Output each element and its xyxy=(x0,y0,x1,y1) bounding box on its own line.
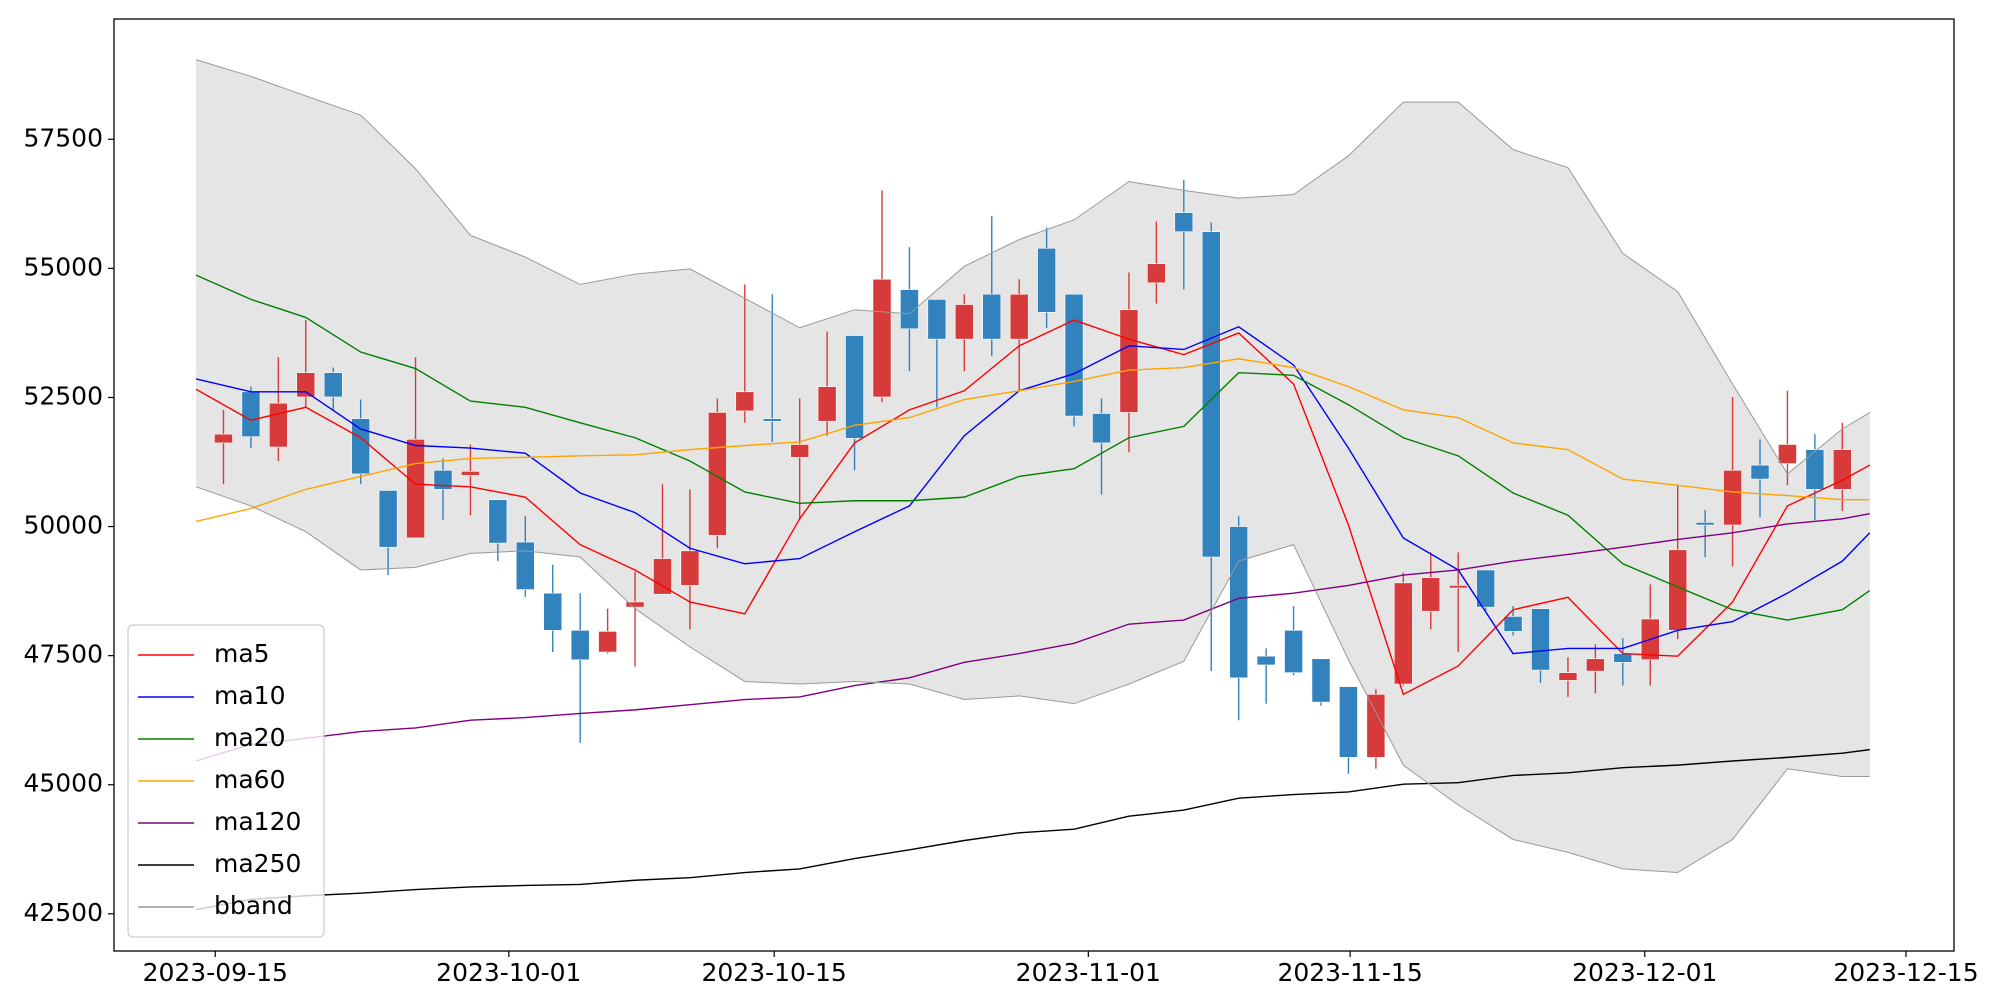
candle-body xyxy=(1147,263,1166,284)
candle-body xyxy=(296,372,316,398)
candle-body xyxy=(461,471,480,476)
ma-line xyxy=(195,274,1871,621)
ma-line xyxy=(195,319,1871,696)
candle-body xyxy=(1805,449,1825,490)
y-tick-label: 57500 xyxy=(23,123,103,152)
candle-body xyxy=(680,550,700,586)
candle-body xyxy=(378,490,398,548)
candle-body xyxy=(1064,293,1084,417)
candle-body xyxy=(1366,694,1386,758)
legend-label: ma60 xyxy=(214,765,285,794)
candle-body xyxy=(625,601,645,608)
legend-label: ma120 xyxy=(214,807,301,836)
candle-body xyxy=(790,444,810,458)
ma-line xyxy=(195,748,1870,911)
candle-body xyxy=(735,391,755,412)
candle-body xyxy=(1723,469,1742,526)
candle-body xyxy=(1832,449,1852,490)
candle-body xyxy=(1284,630,1303,673)
y-tick-label: 55000 xyxy=(23,252,103,281)
x-tick-label: 2023-10-01 xyxy=(436,958,581,987)
candle-body xyxy=(1531,608,1550,671)
candle-body xyxy=(1311,658,1331,703)
plot-area xyxy=(195,59,1871,911)
candle-body xyxy=(900,289,919,330)
candle-body xyxy=(1448,585,1468,589)
candle-body xyxy=(1558,672,1578,681)
plot-frame xyxy=(113,18,1955,952)
ma-line xyxy=(195,358,1870,523)
candle-body xyxy=(1009,293,1029,340)
candle-body xyxy=(1586,658,1605,672)
candle-body xyxy=(1778,444,1797,464)
legend-label: ma20 xyxy=(214,723,285,752)
candle-body xyxy=(488,499,508,544)
x-tick-label: 2023-09-15 xyxy=(143,958,288,987)
candle-body xyxy=(543,592,563,631)
y-tick-label: 45000 xyxy=(23,769,103,798)
candle-body xyxy=(1421,577,1441,612)
ma-line xyxy=(195,325,1871,655)
candle-body xyxy=(1256,655,1276,666)
candle-body xyxy=(1037,247,1056,313)
y-tick-label: 50000 xyxy=(23,511,103,540)
candle-body xyxy=(351,418,371,475)
plot-content xyxy=(195,59,1871,911)
candle-body xyxy=(762,418,782,422)
candle-body xyxy=(406,439,425,539)
candle-body xyxy=(1393,582,1413,685)
x-tick-label: 2023-12-15 xyxy=(1833,958,1978,987)
candle-body xyxy=(1092,413,1111,444)
candle-body xyxy=(954,304,974,340)
candle-body xyxy=(845,335,864,439)
band-upper xyxy=(195,59,1871,475)
x-tick-label: 2023-11-01 xyxy=(1016,958,1161,987)
candle-body xyxy=(598,631,617,653)
candle-body xyxy=(1229,526,1249,679)
band-lower xyxy=(195,486,1870,874)
candle-body xyxy=(1119,309,1139,413)
candle-body xyxy=(927,299,947,340)
candle-body xyxy=(241,391,261,438)
ma-line xyxy=(195,512,1870,762)
candle-body xyxy=(214,433,233,444)
candle-body xyxy=(323,372,343,398)
candle-body xyxy=(817,386,837,422)
candle-body xyxy=(433,469,453,490)
candle-body xyxy=(1695,522,1715,526)
legend-label: ma10 xyxy=(214,681,285,710)
x-tick-label: 2023-11-15 xyxy=(1277,958,1422,987)
y-tick-label: 47500 xyxy=(23,640,103,669)
candle-body xyxy=(872,278,892,398)
candle-body xyxy=(1201,231,1221,558)
legend-label: bband xyxy=(214,891,293,920)
candle-body xyxy=(1339,686,1358,758)
candle-body xyxy=(515,541,535,590)
candle-body xyxy=(653,558,672,595)
candle-body xyxy=(1613,653,1633,663)
candle-body xyxy=(1503,616,1523,632)
x-tick-label: 2023-12-01 xyxy=(1572,958,1717,987)
legend-label: ma5 xyxy=(214,639,270,668)
candle-body xyxy=(708,412,727,536)
legend: ma5 ma10 ma20 ma60 ma120 ma250 bband xyxy=(127,624,325,938)
candle-body xyxy=(268,402,288,448)
legend-label: ma250 xyxy=(214,849,301,878)
y-tick-label: 42500 xyxy=(23,898,103,927)
candle-body xyxy=(1750,464,1770,480)
candle-body xyxy=(982,293,1002,340)
candle-body xyxy=(570,630,590,661)
x-tick-label: 2023-10-15 xyxy=(702,958,847,987)
candle-body xyxy=(1174,212,1194,233)
y-tick-label: 52500 xyxy=(23,381,103,410)
candle-body xyxy=(1476,569,1495,608)
legend-box xyxy=(127,624,325,938)
